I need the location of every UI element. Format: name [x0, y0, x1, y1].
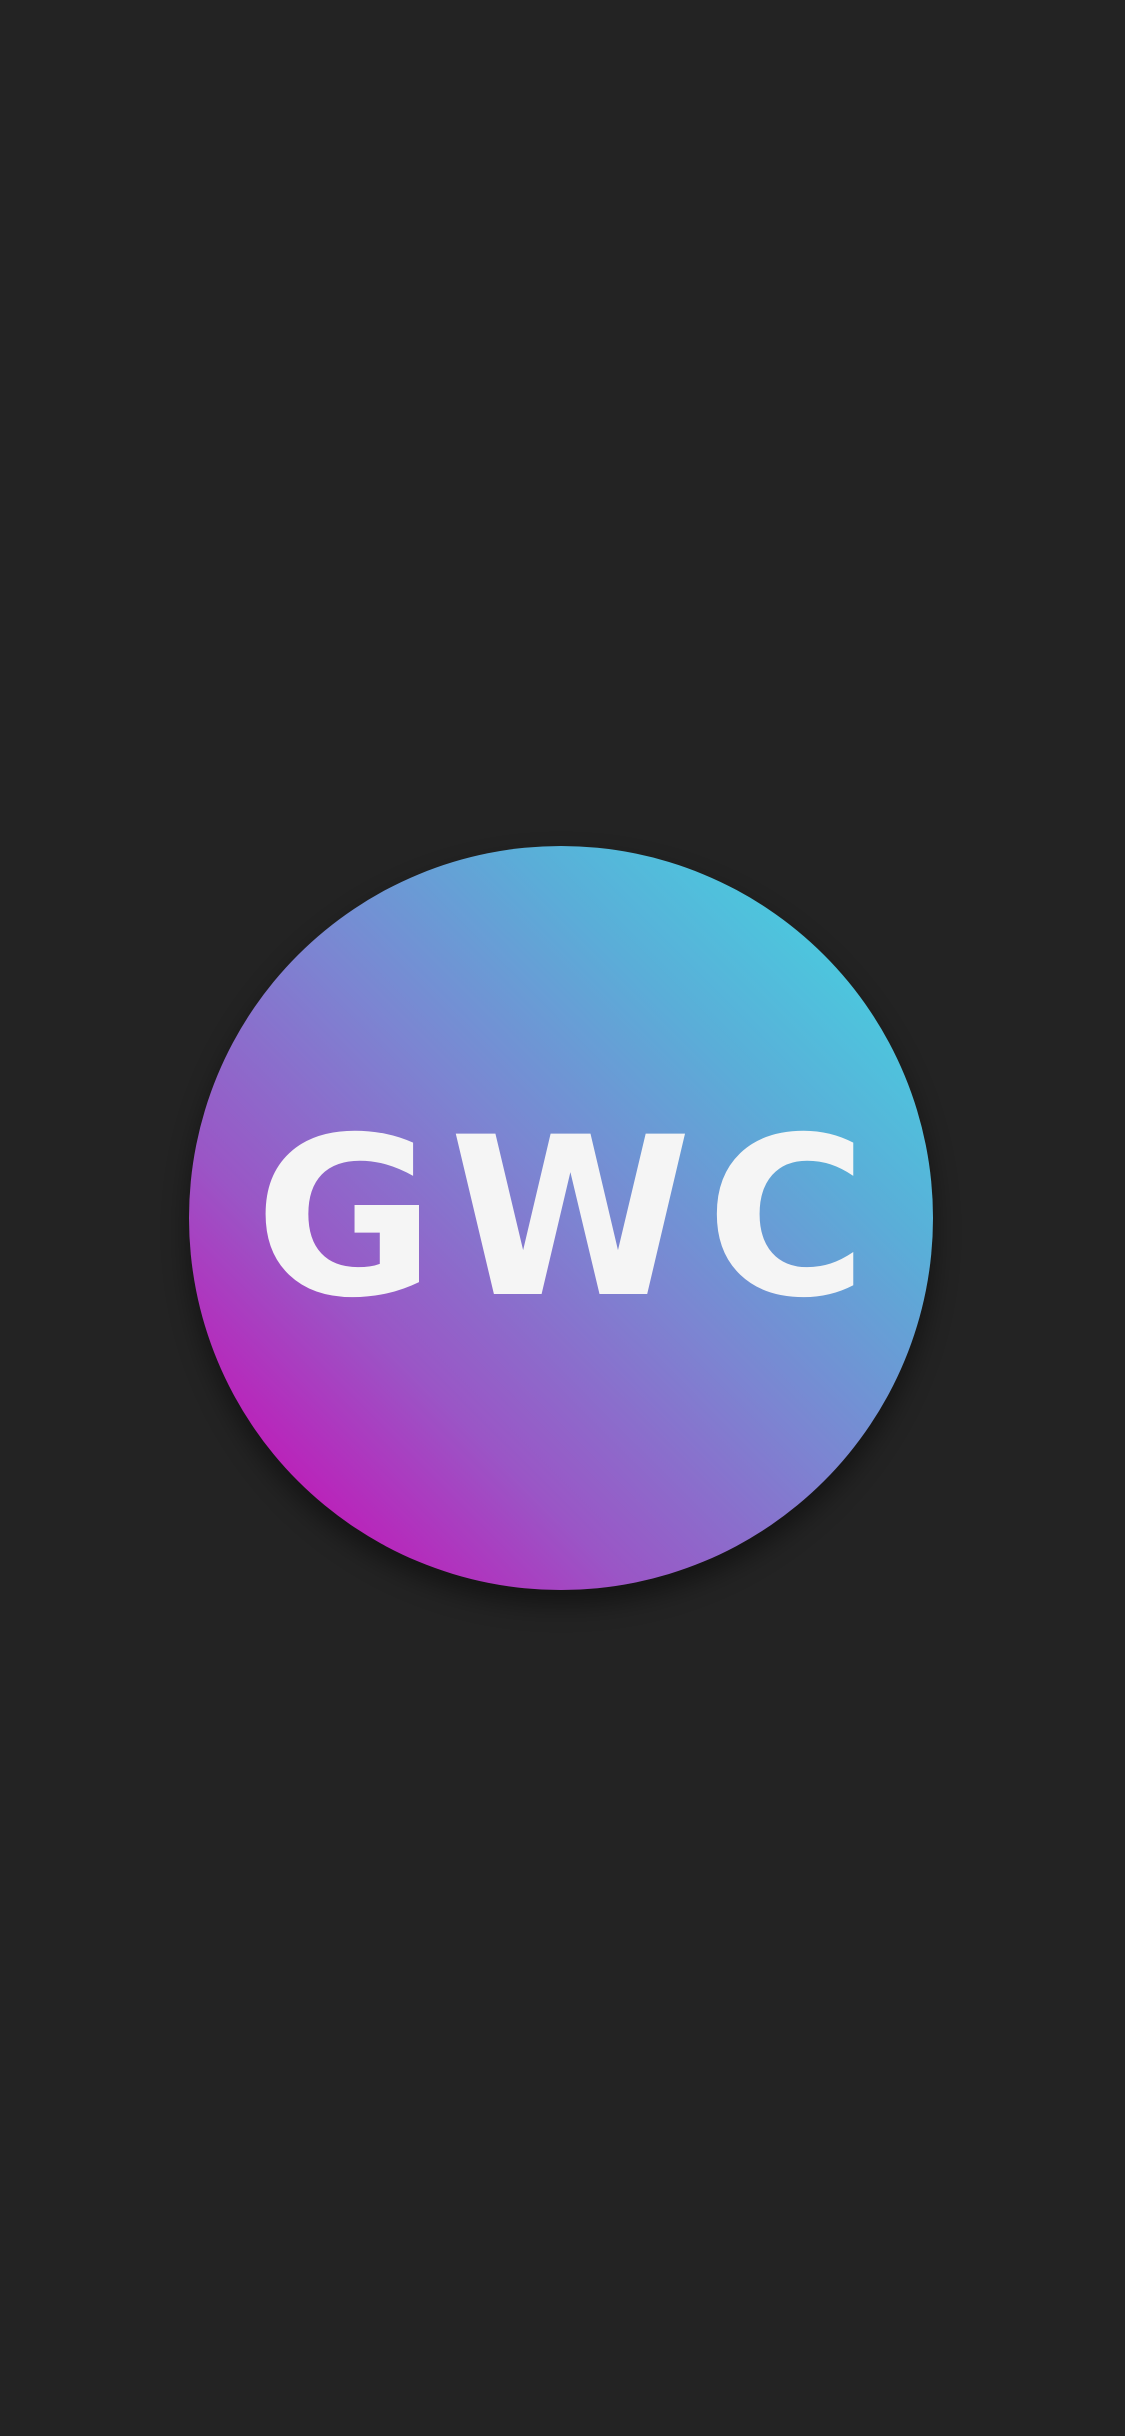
- logo-text: GWC: [254, 1090, 882, 1346]
- app-logo: GWC: [189, 846, 933, 1590]
